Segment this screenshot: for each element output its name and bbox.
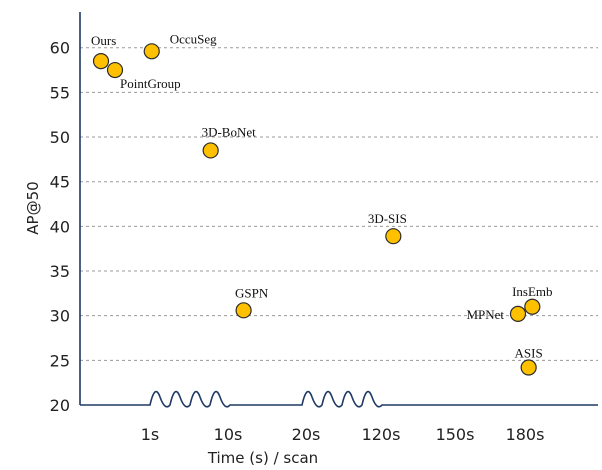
x-tick-label-10s: 10s	[214, 425, 243, 444]
y-tick-label-55: 55	[50, 83, 70, 102]
point-3d-bonet	[202, 142, 219, 159]
y-tick-label-45: 45	[50, 173, 70, 192]
grid-lines	[80, 47, 598, 361]
x-tick-label-120s: 120s	[362, 425, 401, 444]
point-label-ours: Ours	[91, 33, 116, 48]
point-3d-sis	[385, 228, 402, 245]
y-tick-label-25: 25	[50, 351, 70, 370]
x-tick-label-180s: 180s	[506, 425, 545, 444]
point-ours	[92, 53, 110, 70]
y-tick-label-60: 60	[50, 39, 70, 58]
point-label-occuseg: OccuSeg	[170, 31, 217, 46]
point-mpnet	[509, 305, 527, 322]
y-tick-label-50: 50	[50, 128, 70, 147]
data-points	[92, 43, 541, 376]
point-label-mpnet: MPNet	[466, 307, 504, 322]
point-label-insemb: InsEmb	[512, 284, 552, 299]
x-tick-label-150s: 150s	[436, 425, 475, 444]
point-label-asis: ASIS	[515, 345, 543, 360]
data-point-labels: Ours PointGroup OccuSeg 3D-BoNet GSPN 3D-SIS M…	[91, 31, 553, 360]
x-tick-label-1s: 1s	[141, 425, 160, 444]
point-label-pointgroup: PointGroup	[120, 76, 181, 91]
x-axis-line-with-breaks	[80, 390, 598, 408]
axes	[79, 12, 598, 408]
point-label-3d-bonet: 3D-BoNet	[202, 124, 257, 139]
x-tick-labels: 1s 10s 20s 120s 150s 180s	[141, 425, 545, 444]
point-occuseg	[143, 43, 160, 60]
y-tick-label-35: 35	[50, 262, 70, 281]
y-axis-label: AP@50	[24, 181, 42, 234]
point-label-gspn: GSPN	[235, 285, 269, 300]
y-tick-label-30: 30	[50, 307, 70, 326]
point-asis	[520, 359, 537, 376]
point-insemb	[524, 298, 541, 315]
point-gspn	[235, 302, 252, 319]
x-axis-label: Time (s) / scan	[207, 449, 318, 467]
y-tick-labels: 20 25 30 35 40 45 50 55 60	[50, 39, 70, 415]
point-label-3d-sis: 3D-SIS	[368, 211, 407, 226]
point-pointgroup	[106, 61, 124, 79]
x-tick-label-20s: 20s	[292, 425, 321, 444]
y-tick-label-20: 20	[50, 396, 70, 415]
y-tick-label-40: 40	[50, 217, 70, 236]
